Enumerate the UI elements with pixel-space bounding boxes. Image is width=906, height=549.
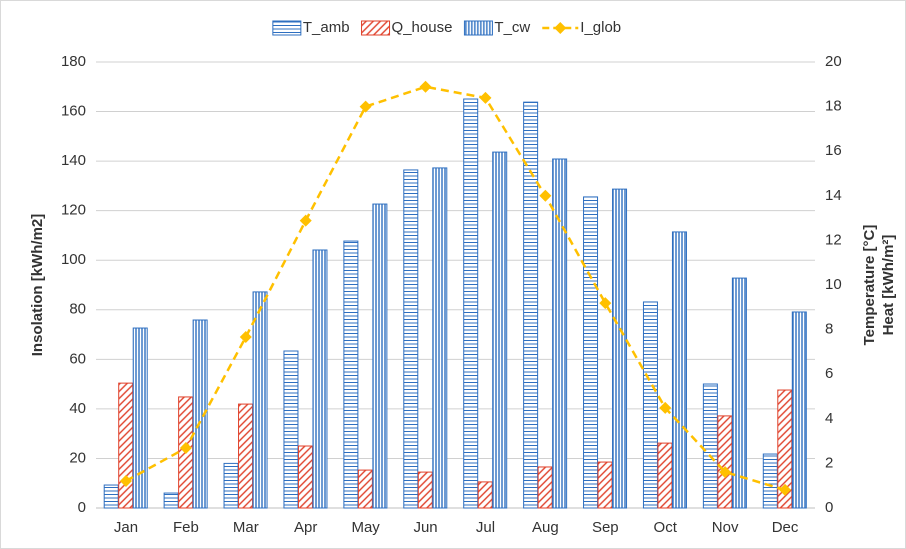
y2-axis-label: Temperature [°C] xyxy=(861,225,878,346)
bar xyxy=(642,301,658,509)
y2-tick-label: 8 xyxy=(825,321,833,338)
bar xyxy=(791,311,807,509)
y-tick-label: 120 xyxy=(61,202,86,219)
legend-swatch xyxy=(361,20,391,36)
bar xyxy=(343,240,359,509)
bar xyxy=(463,98,479,509)
bar xyxy=(671,231,687,509)
legend-label: Q_house xyxy=(392,19,453,36)
bar xyxy=(417,471,433,509)
x-tick-label: May xyxy=(351,519,380,536)
y2-tick-label: 6 xyxy=(825,365,833,382)
y-tick-label: 160 xyxy=(61,103,86,120)
x-tick-label: Oct xyxy=(654,519,678,536)
y2-tick-label: 16 xyxy=(825,142,842,159)
x-tick-label: Nov xyxy=(712,519,739,536)
legend-swatch xyxy=(463,20,493,36)
bar xyxy=(192,319,208,509)
marker xyxy=(659,401,672,414)
bar xyxy=(731,277,747,509)
bar xyxy=(297,445,313,509)
y2-tick-label: 12 xyxy=(825,231,842,248)
x-tick-label: Aug xyxy=(532,519,559,536)
y2-tick-label: 20 xyxy=(825,53,842,70)
legend-label: T_amb xyxy=(303,19,350,36)
bar xyxy=(657,442,673,509)
y-tick-label: 0 xyxy=(78,499,86,516)
bar xyxy=(132,327,148,509)
bar xyxy=(403,169,419,509)
legend-label: I_glob xyxy=(580,19,621,36)
y2-tick-label: 14 xyxy=(825,187,842,204)
bar xyxy=(477,481,493,509)
legend-label: T_cw xyxy=(494,19,530,36)
bar xyxy=(492,151,508,509)
marker xyxy=(359,100,372,113)
y-tick-label: 100 xyxy=(61,251,86,268)
bar xyxy=(163,492,179,509)
y2-tick-label: 4 xyxy=(825,410,833,427)
legend-swatch xyxy=(554,22,567,34)
bar xyxy=(238,403,254,509)
bar xyxy=(432,167,448,509)
x-tick-label: Feb xyxy=(173,519,199,536)
x-tick-label: Jun xyxy=(413,519,437,536)
marker xyxy=(479,91,492,104)
bar xyxy=(717,415,733,509)
bar xyxy=(702,383,718,509)
bar xyxy=(103,484,119,509)
y2-tick-label: 2 xyxy=(825,454,833,471)
y-tick-label: 80 xyxy=(69,301,86,318)
marker xyxy=(119,474,132,487)
line xyxy=(125,85,786,492)
bar xyxy=(312,249,328,509)
x-tick-label: Apr xyxy=(294,519,317,536)
x-tick-label: Jan xyxy=(114,519,138,536)
y2-axis-label: Heat [kWh/m²] xyxy=(880,235,897,336)
bar xyxy=(583,196,599,509)
marker xyxy=(599,297,612,310)
marker xyxy=(779,483,792,496)
y-tick-label: 180 xyxy=(61,53,86,70)
x-tick-label: Jul xyxy=(476,519,495,536)
bar xyxy=(372,203,388,509)
bar xyxy=(762,453,778,509)
x-tick-label: Dec xyxy=(772,519,799,536)
bar xyxy=(357,469,373,509)
y-tick-label: 140 xyxy=(61,152,86,169)
y-tick-label: 20 xyxy=(69,449,86,466)
bar xyxy=(597,461,613,509)
bar xyxy=(252,291,268,509)
y-axis-label: Insolation [kWh/m2] xyxy=(29,214,46,357)
bar xyxy=(612,188,628,509)
x-tick-label: Mar xyxy=(233,519,259,536)
y-tick-label: 60 xyxy=(69,350,86,367)
marker xyxy=(719,466,732,479)
marker xyxy=(299,214,312,227)
bar xyxy=(223,462,239,509)
legend-swatch xyxy=(272,20,302,36)
bar xyxy=(537,466,553,509)
marker xyxy=(419,80,432,93)
y2-tick-label: 18 xyxy=(825,98,842,115)
bar xyxy=(283,350,299,509)
marker xyxy=(239,331,252,344)
bar xyxy=(552,158,568,509)
marker xyxy=(179,442,192,455)
y2-tick-label: 10 xyxy=(825,276,842,293)
marker xyxy=(539,189,552,202)
y-tick-label: 40 xyxy=(69,400,86,417)
bar xyxy=(523,101,539,509)
bar xyxy=(118,382,134,509)
y2-tick-label: 0 xyxy=(825,499,833,516)
x-tick-label: Sep xyxy=(592,519,619,536)
